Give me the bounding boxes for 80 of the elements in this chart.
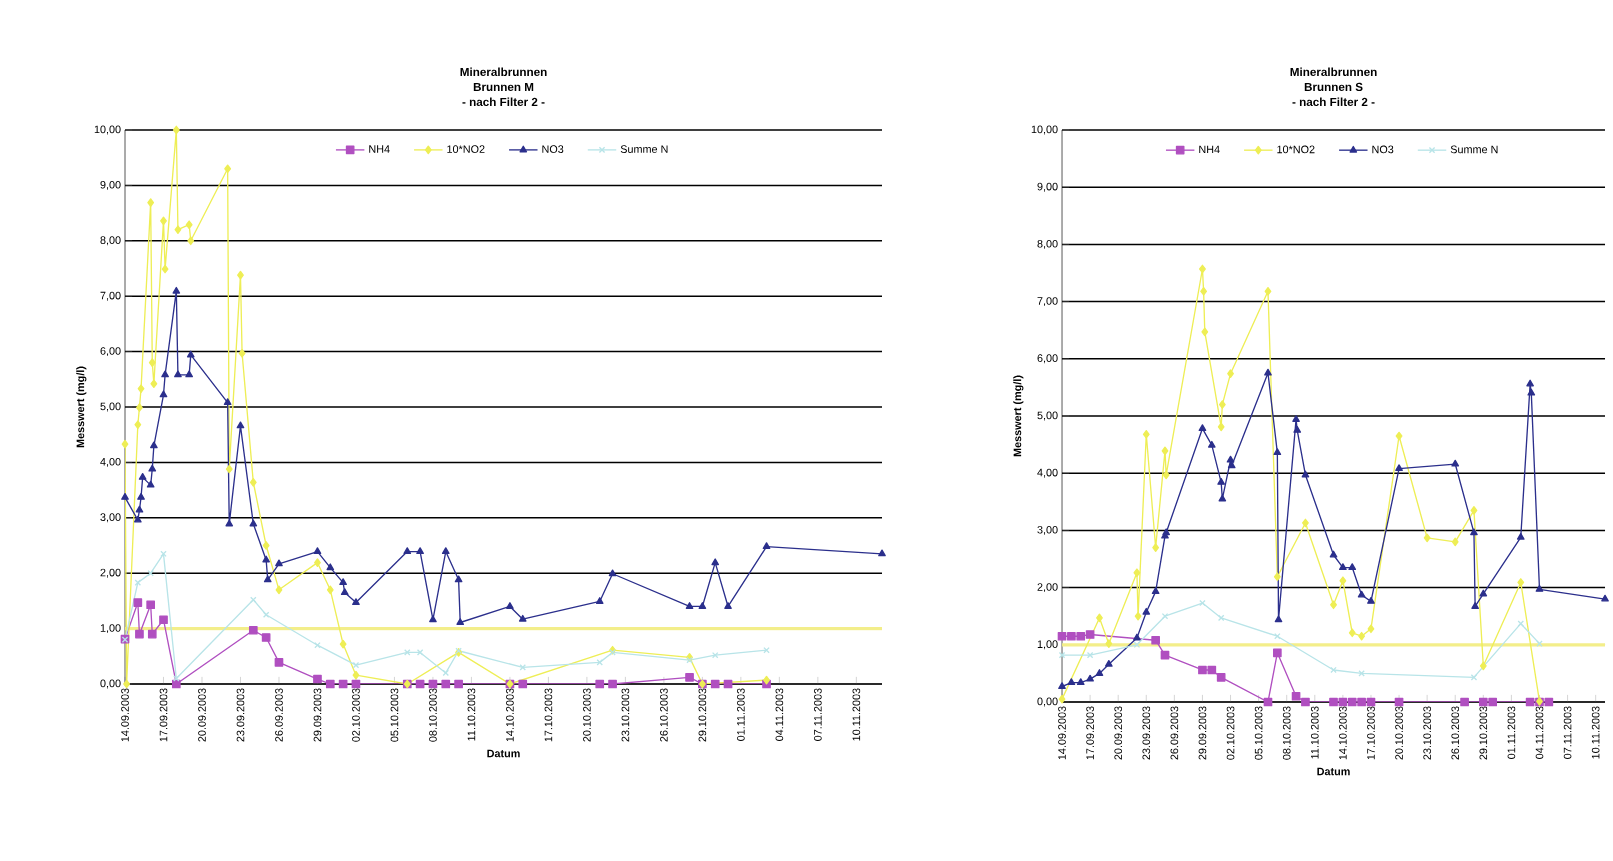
chart-title: Mineralbrunnen (1290, 67, 1377, 77)
chart-subtitle: Brunnen S (1304, 82, 1363, 92)
x-tick-label: 07.11.2003 (814, 688, 822, 741)
x-tick-label: 08.10.2003 (429, 688, 437, 742)
text: - nach Filter 2 - (462, 97, 545, 107)
x-tick-label: 20.10.2003 (1395, 706, 1403, 760)
y-tick-label: 7,00 (1037, 297, 1058, 307)
x-tick-label: 23.09.2003 (1142, 706, 1151, 760)
y-tick-label: 2,00 (100, 568, 121, 578)
x-tick-label: 10.11.2003 (852, 688, 861, 741)
text: - nach Filter 2 - (1292, 97, 1375, 107)
y-tick-label: 5,00 (1037, 411, 1058, 421)
y-tick-label: 9,00 (1037, 182, 1058, 192)
x-tick-label: 11.10.2003 (1310, 706, 1319, 759)
x-tick-label: 20.09.2003 (198, 688, 206, 742)
x-tick-label: 05.10.2003 (390, 688, 399, 742)
y-tick-label: 2,00 (1037, 583, 1058, 593)
y-tick-label: 8,00 (1037, 239, 1058, 249)
x-tick-label: 01.11.2003 (1507, 706, 1516, 759)
x-tick-label: 20.10.2003 (583, 688, 591, 742)
x-tick-label: 14.10.2003 (1339, 706, 1347, 760)
y-tick-label: 0,00 (100, 679, 121, 689)
x-axis-title: Datum (487, 749, 520, 758)
y-tick-label: 6,00 (1037, 354, 1058, 364)
x-tick-label: 04.11.2003 (775, 688, 784, 741)
x-tick-label: 14.09.2003 (121, 688, 129, 742)
legend-label: Summe N (620, 145, 668, 153)
legend-label: 10*NO2 (447, 145, 485, 153)
legend-label: NO3 (542, 145, 564, 153)
y-tick-label: 0,00 (1037, 697, 1058, 707)
x-tick-label: 23.09.2003 (236, 688, 245, 742)
x-axis-title: Datum (1317, 767, 1350, 776)
x-tick-label: 17.10.2003 (1367, 706, 1375, 760)
x-tick-label: 20.09.2003 (1114, 706, 1123, 760)
x-tick-label: 29.09.2003 (313, 688, 322, 742)
y-tick-label: 4,00 (100, 457, 121, 467)
x-tick-label: 08.10.2003 (1282, 706, 1291, 760)
x-tick-label: 14.10.2003 (506, 688, 514, 742)
x-tick-label: 10.11.2003 (1591, 706, 1600, 759)
x-tick-label: 07.11.2003 (1563, 706, 1572, 759)
x-tick-label: 02.10.2003 (352, 688, 360, 742)
y-axis-title: Messwert (mg/l) (1013, 375, 1024, 457)
x-tick-label: 26.10.2003 (660, 688, 668, 742)
x-tick-label: 01.11.2003 (737, 688, 745, 741)
x-tick-label: 29.10.2003 (1479, 706, 1488, 760)
y-tick-label: 1,00 (1037, 640, 1058, 650)
y-tick-label: 10,00 (94, 125, 121, 135)
y-tick-label: 8,00 (100, 236, 121, 246)
y-tick-label: 7,00 (100, 291, 121, 301)
x-tick-label: 02.10.2003 (1226, 706, 1235, 760)
x-tick-label: 29.10.2003 (698, 688, 707, 742)
x-tick-label: 17.09.2003 (1086, 706, 1094, 760)
legend-label: Summe N (1450, 145, 1498, 154)
chart-subtitle: Brunnen M (473, 82, 534, 92)
x-tick-label: 26.09.2003 (275, 688, 283, 742)
y-tick-label: 1,00 (100, 624, 121, 634)
y-tick-label: 10,00 (1031, 125, 1058, 135)
x-tick-label: 26.09.2003 (1170, 706, 1179, 760)
y-tick-label: 3,00 (1037, 525, 1058, 535)
x-tick-label: 05.10.2003 (1254, 706, 1263, 760)
x-tick-label: 11.10.2003 (467, 688, 476, 741)
x-tick-label: 17.10.2003 (544, 688, 553, 742)
x-tick-label: 23.10.2003 (1423, 706, 1431, 760)
y-tick-label: 9,00 (100, 180, 121, 190)
legend-label: NH4 (1199, 145, 1220, 154)
x-tick-label: 17.09.2003 (159, 688, 168, 742)
x-tick-label: 26.10.2003 (1451, 706, 1460, 760)
x-tick-label: 04.11.2003 (1535, 706, 1544, 759)
legend-label: 10*NO2 (1277, 145, 1315, 154)
y-tick-label: 5,00 (100, 402, 121, 412)
y-tick-label: 4,00 (1037, 468, 1058, 478)
y-axis-title: Messwert (mg/l) (76, 366, 87, 448)
legend-label: NO3 (1372, 145, 1394, 154)
x-tick-label: 23.10.2003 (621, 688, 630, 742)
chart-title: Mineralbrunnen (460, 67, 547, 77)
legend-label: NH4 (369, 145, 390, 153)
y-tick-label: 3,00 (100, 513, 121, 523)
y-tick-label: 6,00 (100, 347, 121, 357)
x-tick-label: 29.09.2003 (1198, 706, 1207, 760)
x-tick-label: 14.09.2003 (1058, 706, 1066, 760)
